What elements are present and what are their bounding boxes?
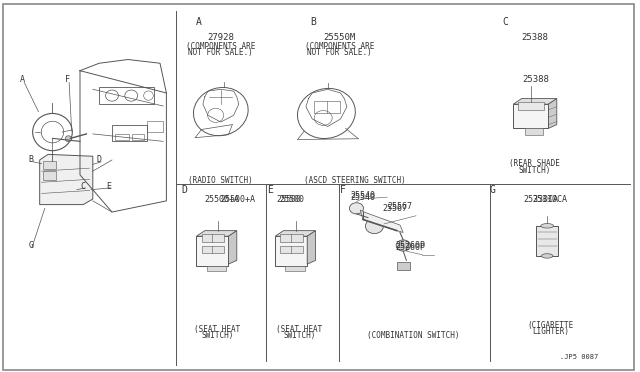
Text: SWITCH): SWITCH)	[518, 166, 550, 174]
Text: (COMBINATION SWITCH): (COMBINATION SWITCH)	[367, 331, 459, 340]
Text: (SEAT HEAT: (SEAT HEAT	[276, 325, 323, 334]
Polygon shape	[196, 231, 237, 236]
FancyBboxPatch shape	[202, 234, 224, 242]
FancyBboxPatch shape	[536, 226, 558, 256]
Text: (COMPONENTS ARE: (COMPONENTS ARE	[305, 42, 374, 51]
Text: NOT FOR SALE.): NOT FOR SALE.)	[188, 48, 253, 57]
Ellipse shape	[541, 224, 554, 228]
Ellipse shape	[349, 203, 364, 214]
FancyBboxPatch shape	[513, 104, 548, 128]
Text: .JP5 0087: .JP5 0087	[560, 354, 598, 360]
Text: F: F	[339, 185, 346, 195]
Text: A: A	[195, 17, 202, 27]
FancyBboxPatch shape	[275, 236, 307, 266]
Text: (SEAT HEAT: (SEAT HEAT	[195, 325, 241, 334]
Text: E: E	[267, 185, 273, 195]
FancyBboxPatch shape	[43, 171, 56, 180]
Text: SWITCH): SWITCH)	[202, 331, 234, 340]
Text: SWITCH): SWITCH)	[284, 331, 316, 340]
Text: 25567: 25567	[387, 202, 412, 211]
FancyBboxPatch shape	[285, 266, 305, 271]
Polygon shape	[307, 231, 316, 264]
FancyBboxPatch shape	[397, 262, 410, 270]
Text: B: B	[310, 17, 317, 27]
FancyBboxPatch shape	[280, 246, 303, 253]
Text: 25388: 25388	[522, 75, 549, 84]
Text: A: A	[20, 76, 25, 84]
Text: C: C	[502, 17, 509, 27]
Polygon shape	[275, 231, 316, 236]
Text: (RADIO SWITCH): (RADIO SWITCH)	[188, 176, 253, 185]
Text: C: C	[81, 182, 86, 190]
Polygon shape	[40, 154, 93, 205]
Ellipse shape	[365, 219, 383, 234]
Text: 25330CA: 25330CA	[533, 195, 568, 203]
Ellipse shape	[65, 136, 72, 142]
Polygon shape	[548, 99, 557, 128]
Text: 25500: 25500	[276, 195, 301, 203]
Text: 25388: 25388	[521, 33, 548, 42]
FancyBboxPatch shape	[525, 128, 543, 135]
FancyBboxPatch shape	[280, 234, 303, 242]
Text: 25540: 25540	[351, 193, 376, 202]
Text: NOT FOR SALE.): NOT FOR SALE.)	[307, 48, 372, 57]
Text: LIGHTER): LIGHTER)	[532, 327, 569, 336]
Text: 25330CA: 25330CA	[524, 195, 558, 203]
Text: (COMPONENTS ARE: (COMPONENTS ARE	[186, 42, 255, 51]
Text: D: D	[181, 185, 188, 195]
Text: 25540: 25540	[351, 191, 376, 200]
Text: G: G	[28, 241, 33, 250]
Text: (ASCD STEERING SWITCH): (ASCD STEERING SWITCH)	[305, 176, 406, 185]
Text: 25500+A: 25500+A	[221, 195, 256, 203]
Text: 25500: 25500	[280, 195, 305, 203]
Polygon shape	[513, 99, 557, 104]
Text: F: F	[65, 76, 70, 84]
FancyBboxPatch shape	[196, 236, 228, 266]
Text: 25567: 25567	[383, 204, 408, 213]
FancyBboxPatch shape	[202, 246, 224, 253]
Text: 27928: 27928	[207, 33, 234, 42]
FancyBboxPatch shape	[518, 102, 544, 110]
Text: B: B	[28, 155, 33, 164]
Text: E: E	[106, 182, 111, 190]
Polygon shape	[360, 210, 403, 232]
Bar	[147, 121, 163, 132]
Text: 25500+A: 25500+A	[205, 195, 240, 203]
Ellipse shape	[396, 240, 410, 251]
Ellipse shape	[541, 254, 553, 258]
Text: G: G	[490, 185, 496, 195]
Text: 25260P: 25260P	[396, 243, 426, 252]
Text: (REAR SHADE: (REAR SHADE	[509, 159, 560, 168]
Text: 25550M: 25550M	[323, 33, 355, 42]
Polygon shape	[228, 231, 237, 264]
Text: 25260P: 25260P	[396, 241, 426, 250]
FancyBboxPatch shape	[43, 161, 56, 169]
FancyBboxPatch shape	[207, 266, 226, 271]
Text: D: D	[97, 155, 102, 164]
Text: (CIGARETTE: (CIGARETTE	[527, 321, 573, 330]
